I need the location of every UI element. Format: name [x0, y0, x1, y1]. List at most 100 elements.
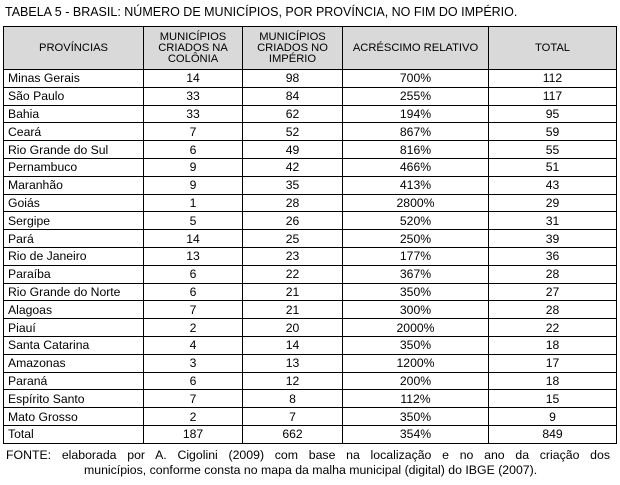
cell-acrescimo: 816% [342, 140, 489, 159]
cell-province: Alagoas [3, 300, 144, 320]
cell-imperio: 8 [242, 389, 343, 409]
cell-imperio: 52 [242, 122, 343, 142]
cell-colonia: 2 [143, 407, 243, 426]
cell-acrescimo: 700% [342, 69, 489, 88]
cell-colonia: 14 [143, 229, 243, 248]
header-acrescimo: ACRÉSCIMO RELATIVO [342, 26, 489, 70]
cell-total: 112 [488, 69, 617, 88]
cell-acrescimo: 200% [342, 371, 489, 391]
source-note: FONTE: elaborada por A. Cigolini (2009) … [6, 448, 610, 478]
cell-province: Maranhão [3, 175, 144, 195]
cell-imperio: 35 [242, 175, 343, 195]
cell-imperio: 14 [242, 335, 343, 355]
cell-imperio: 22 [242, 264, 343, 284]
cell-total: 39 [488, 229, 617, 248]
table-row: Rio Grande do Sul 6 49 816% 55 [3, 140, 617, 159]
table-row: Piauí 2 20 2000% 22 [3, 318, 617, 337]
cell-total: 27 [488, 282, 617, 302]
cell-colonia: 14 [143, 69, 243, 88]
cell-total: 59 [488, 122, 617, 142]
table-row: Rio Grande do Norte 6 21 350% 27 [3, 282, 617, 302]
cell-province: Ceará [3, 122, 144, 142]
cell-province: Minas Gerais [3, 69, 144, 88]
cell-colonia: 6 [143, 282, 243, 302]
cell-total: 18 [488, 335, 617, 355]
cell-imperio: 26 [242, 211, 343, 231]
table-title: TABELA 5 - BRASIL: NÚMERO DE MUNICÍPIOS,… [5, 5, 518, 19]
cell-acrescimo: 194% [342, 104, 489, 124]
cell-imperio: 84 [242, 86, 343, 106]
source-note-line-1: FONTE: elaborada por A. Cigolini (2009) … [6, 448, 610, 462]
cell-total: 17 [488, 353, 617, 373]
cell-imperio: 23 [242, 246, 343, 266]
cell-imperio: 25 [242, 229, 343, 248]
table-row: Paraíba 6 22 367% 28 [3, 264, 617, 284]
cell-province: Paraná [3, 371, 144, 391]
cell-acrescimo: 520% [342, 211, 489, 231]
cell-province: São Paulo [3, 86, 144, 106]
cell-colonia: 4 [143, 335, 243, 355]
table-row: São Paulo 33 84 255% 117 [3, 86, 617, 106]
table-row: Mato Grosso 2 7 350% 9 [3, 407, 617, 426]
cell-colonia: 9 [143, 157, 243, 177]
cell-imperio: 62 [242, 104, 343, 124]
municipios-table: PROVÍNCIAS MUNICÍPIOS CRIADOS NA COLÔNIA… [3, 26, 617, 444]
cell-colonia: 1 [143, 193, 243, 213]
cell-acrescimo: 350% [342, 282, 489, 302]
table-row: Bahia 33 62 194% 95 [3, 104, 617, 124]
cell-acrescimo: 413% [342, 175, 489, 195]
table-row: Goiás 1 28 2800% 29 [3, 193, 617, 213]
cell-imperio: 49 [242, 140, 343, 159]
cell-acrescimo: 350% [342, 335, 489, 355]
cell-acrescimo: 300% [342, 300, 489, 320]
cell-imperio: 21 [242, 282, 343, 302]
cell-acrescimo: 1200% [342, 353, 489, 373]
cell-total: 36 [488, 246, 617, 266]
cell-colonia: 33 [143, 104, 243, 124]
cell-total: 117 [488, 86, 617, 106]
table-row: Espírito Santo 7 8 112% 15 [3, 389, 617, 409]
table-row: Maranhão 9 35 413% 43 [3, 175, 617, 195]
cell-acrescimo: 367% [342, 264, 489, 284]
cell-colonia: 6 [143, 371, 243, 391]
cell-total: 28 [488, 264, 617, 284]
header-imperio: MUNICÍPIOS CRIADOS NO IMPÉRIO [242, 26, 343, 70]
cell-colonia: 7 [143, 300, 243, 320]
cell-province: Mato Grosso [3, 407, 144, 426]
cell-colonia: 7 [143, 122, 243, 142]
cell-total: 29 [488, 193, 617, 213]
cell-acrescimo: 466% [342, 157, 489, 177]
cell-colonia: 3 [143, 353, 243, 373]
cell-total: 15 [488, 389, 617, 409]
table-row: Ceará 7 52 867% 59 [3, 122, 617, 142]
table-row: Pernambuco 9 42 466% 51 [3, 157, 617, 177]
totals-acrescimo: 354% [342, 424, 489, 444]
cell-province: Bahia [3, 104, 144, 124]
totals-colonia: 187 [143, 424, 243, 444]
cell-province: Rio de Janeiro [3, 246, 144, 266]
cell-province: Espírito Santo [3, 389, 144, 409]
cell-total: 55 [488, 140, 617, 159]
cell-province: Rio Grande do Sul [3, 140, 144, 159]
cell-total: 28 [488, 300, 617, 320]
cell-colonia: 2 [143, 318, 243, 337]
totals-total: 849 [488, 424, 617, 444]
cell-imperio: 13 [242, 353, 343, 373]
header-total: TOTAL [488, 26, 617, 70]
cell-total: 43 [488, 175, 617, 195]
cell-imperio: 42 [242, 157, 343, 177]
cell-acrescimo: 112% [342, 389, 489, 409]
cell-total: 95 [488, 104, 617, 124]
cell-total: 18 [488, 371, 617, 391]
table-row: Rio de Janeiro 13 23 177% 36 [3, 246, 617, 266]
totals-row: Total 187 662 354% 849 [3, 424, 617, 444]
cell-total: 9 [488, 407, 617, 426]
cell-province: Paraíba [3, 264, 144, 284]
cell-acrescimo: 250% [342, 229, 489, 248]
header-colonia: MUNICÍPIOS CRIADOS NA COLÔNIA [143, 26, 243, 70]
cell-province: Santa Catarina [3, 335, 144, 355]
table-row: Minas Gerais 14 98 700% 112 [3, 69, 617, 88]
cell-imperio: 12 [242, 371, 343, 391]
cell-imperio: 21 [242, 300, 343, 320]
